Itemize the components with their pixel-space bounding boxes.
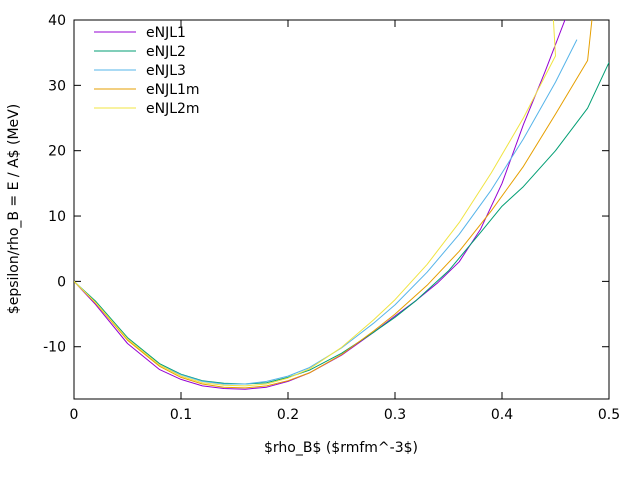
plot-frame <box>73 19 610 400</box>
y-tick-label: 20 <box>48 144 66 160</box>
x-tick-label: 0.4 <box>491 407 513 423</box>
x-tick-label: 0.5 <box>598 407 620 423</box>
x-tick-label: 0 <box>70 407 79 423</box>
series-lines <box>74 20 609 390</box>
legend: eNJL1 eNJL2 eNJL3 eNJL1m eNJL2m <box>94 25 200 117</box>
axis-ticks <box>73 19 610 399</box>
y-tick-label: 0 <box>57 274 66 290</box>
y-tick-label: 40 <box>48 13 66 29</box>
y-tick-label: -10 <box>43 340 66 356</box>
y-tick-label: 30 <box>48 78 66 94</box>
x-tick-label: 0.1 <box>170 407 192 423</box>
series-line-eNJL2 <box>74 62 609 385</box>
legend-label-eNJL3: eNJL3 <box>146 63 186 79</box>
series-line-eNJL2m <box>74 20 556 387</box>
x-axis-label: $rho_B$ ($rmfm^-3$) <box>264 440 418 456</box>
y-tick-label: 10 <box>48 209 66 225</box>
legend-label-eNJL2: eNJL2 <box>146 44 186 60</box>
x-tick-label: 0.3 <box>384 407 406 423</box>
series-line-eNJL1m <box>74 20 593 389</box>
legend-label-eNJL2m: eNJL2m <box>146 101 200 117</box>
y-axis-label: $epsilon/rho_B = E / A$ (MeV) <box>6 104 22 314</box>
x-tick-label: 0.2 <box>277 407 299 423</box>
axis-tick-labels: 0 0.1 0.2 0.3 0.4 0.5 -10 0 10 20 30 40 <box>43 13 620 423</box>
legend-label-eNJL1m: eNJL1m <box>146 82 200 98</box>
legend-label-eNJL1: eNJL1 <box>146 25 186 41</box>
